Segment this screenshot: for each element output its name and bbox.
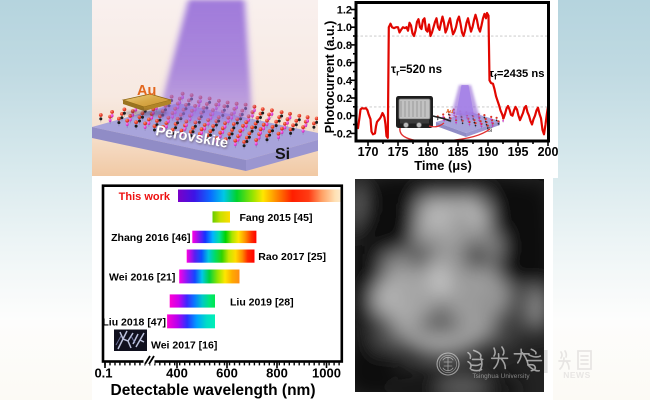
svg-text:Detectable wavelength (nm): Detectable wavelength (nm) xyxy=(111,382,316,399)
svg-text:1000: 1000 xyxy=(312,366,341,381)
svg-text:0.2: 0.2 xyxy=(337,93,352,105)
svg-text:800: 800 xyxy=(266,366,288,381)
svg-text:0.8: 0.8 xyxy=(337,40,352,52)
svg-text:600: 600 xyxy=(216,366,238,381)
svg-text:180: 180 xyxy=(418,145,439,159)
svg-text:Photocurrent (a.u.): Photocurrent (a.u.) xyxy=(323,21,337,134)
svg-text:0.4: 0.4 xyxy=(337,75,353,87)
svg-text:0.6: 0.6 xyxy=(337,58,352,70)
svg-text:0.0: 0.0 xyxy=(337,111,352,123)
svg-text:-0.2: -0.2 xyxy=(333,128,352,140)
svg-text:Liu 2018 [47]: Liu 2018 [47] xyxy=(102,316,166,328)
svg-text:400: 400 xyxy=(166,366,188,381)
svg-text:200: 200 xyxy=(538,145,559,159)
svg-text:Tsinghua University: Tsinghua University xyxy=(472,373,530,380)
svg-text:195: 195 xyxy=(508,145,529,159)
svg-text:1.0: 1.0 xyxy=(337,22,352,34)
svg-text:τf=2435 ns: τf=2435 ns xyxy=(489,68,544,82)
svg-text:Rao 2017 [25]: Rao 2017 [25] xyxy=(258,251,326,263)
svg-text:Au: Au xyxy=(446,109,453,115)
svg-text:Zhang 2016 [46]: Zhang 2016 [46] xyxy=(111,232,190,244)
svg-text:Wei 2017 [16]: Wei 2017 [16] xyxy=(151,340,217,352)
svg-text:Liu 2019 [28]: Liu 2019 [28] xyxy=(230,296,294,308)
svg-text:Fang 2015 [45]: Fang 2015 [45] xyxy=(240,212,313,224)
svg-text:1.2: 1.2 xyxy=(337,5,352,17)
svg-text:Time (μs): Time (μs) xyxy=(414,158,472,173)
svg-text:175: 175 xyxy=(388,145,409,159)
svg-text:τr=520 ns: τr=520 ns xyxy=(391,64,442,78)
svg-text:0.1: 0.1 xyxy=(94,366,112,381)
svg-text:170: 170 xyxy=(358,145,379,159)
svg-text:Si: Si xyxy=(275,146,290,163)
svg-text:NEWS: NEWS xyxy=(563,370,591,380)
svg-text:190: 190 xyxy=(478,145,499,159)
svg-text:Wei 2016 [21]: Wei 2016 [21] xyxy=(109,271,175,283)
svg-text:185: 185 xyxy=(448,145,469,159)
svg-text:Si: Si xyxy=(487,128,492,134)
svg-text:This work: This work xyxy=(119,191,171,203)
svg-text:Au: Au xyxy=(137,83,156,99)
